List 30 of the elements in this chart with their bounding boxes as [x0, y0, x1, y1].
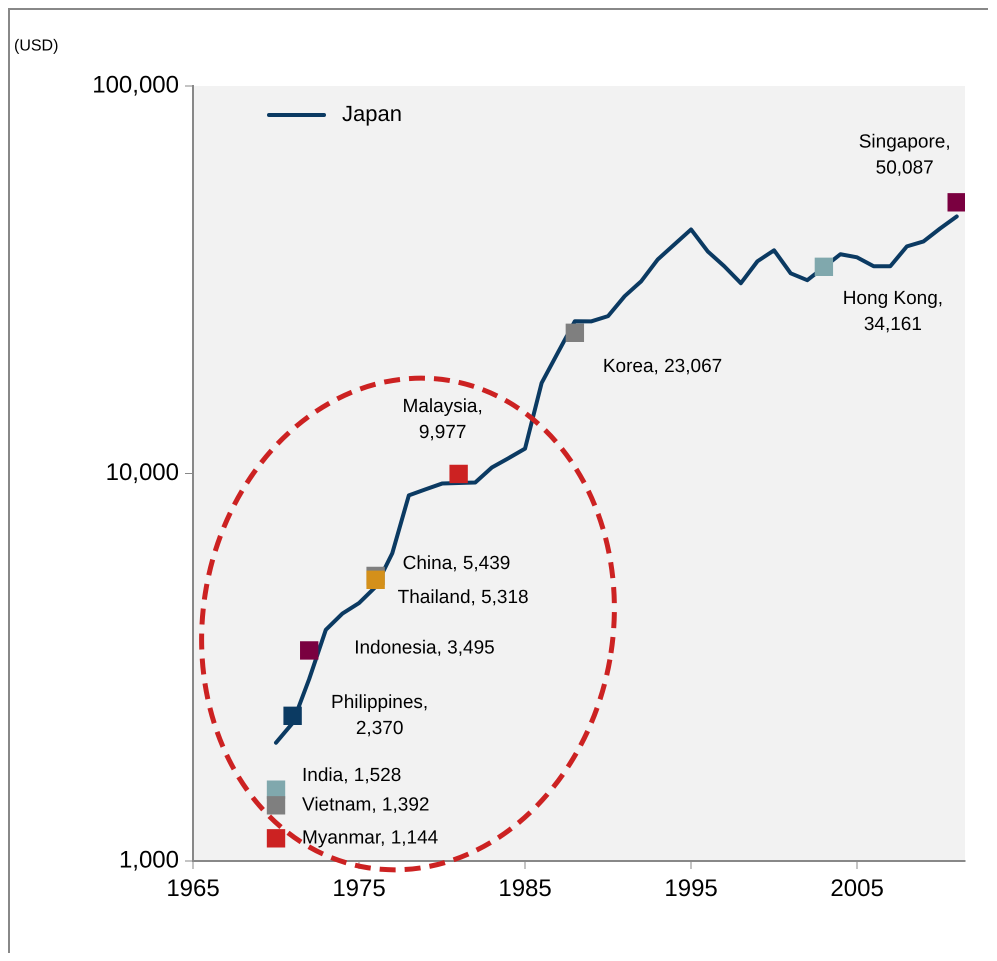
- y-tick-label: 100,000: [92, 72, 179, 99]
- x-tick-label: 2005: [830, 875, 884, 902]
- x-tick-label: 1965: [166, 875, 220, 902]
- y-axis-title: (USD): [14, 37, 58, 54]
- point: [266, 796, 286, 815]
- annotation: Indonesia, 3,495: [354, 638, 495, 659]
- annotation: China, 5,439: [402, 553, 510, 574]
- annotation: Philippines, 2,370: [331, 692, 428, 740]
- point: [366, 570, 385, 589]
- annotation: Thailand, 5,318: [398, 587, 529, 608]
- y-tick-label: 1,000: [118, 846, 179, 874]
- x-tick-label: 1985: [498, 875, 552, 902]
- annotation: Hong Kong, 34,161: [842, 288, 944, 335]
- point: [266, 829, 286, 848]
- x-tick-label: 1975: [332, 875, 386, 902]
- point: [449, 464, 468, 484]
- x-tick-label: 1995: [664, 875, 718, 902]
- annotation: India, 1,528: [302, 764, 402, 786]
- point: [566, 324, 584, 342]
- point: [814, 258, 834, 276]
- point: [300, 641, 318, 660]
- point: [283, 706, 302, 725]
- annotation: Singapore, 50,087: [858, 132, 951, 179]
- annotation: Vietnam, 1,392: [302, 794, 430, 816]
- y-tick-label: 10,000: [106, 459, 179, 486]
- point: [948, 193, 965, 212]
- legend-label: Japan: [342, 101, 402, 126]
- annotation: Myanmar, 1,144: [302, 828, 439, 849]
- annotation: Korea, 23,067: [602, 356, 722, 378]
- annotation: Malaysia, 9,977: [402, 396, 483, 444]
